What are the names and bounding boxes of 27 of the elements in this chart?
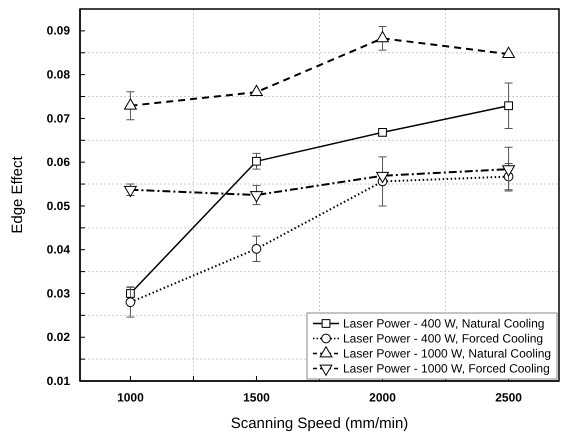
x-tick-label: 1500 <box>243 390 270 405</box>
y-tick-label: 0.03 <box>46 286 70 300</box>
x-tick-label: 1000 <box>117 390 144 405</box>
legend-label: Laser Power - 400 W, Natural Cooling <box>343 316 544 330</box>
y-tick-label: 0.02 <box>46 330 70 344</box>
y-tick-label: 0.09 <box>46 24 70 38</box>
point <box>250 84 263 96</box>
point <box>124 98 137 110</box>
x-tick-label: 2500 <box>495 390 522 405</box>
y-tick-label: 0.08 <box>46 67 70 82</box>
y-tick-label: 0.07 <box>46 111 70 126</box>
legend-label: Laser Power - 1000 W, Forced Cooling <box>343 362 550 376</box>
y-tick-label: 0.06 <box>46 155 70 170</box>
point <box>252 156 261 166</box>
y-tick-label: 0.01 <box>46 374 70 388</box>
point <box>504 101 513 110</box>
y-tick-label: 0.05 <box>46 198 70 213</box>
point <box>376 31 389 42</box>
legend-label: Laser Power - 400 W, Forced Cooling <box>343 332 544 346</box>
point <box>126 297 136 308</box>
x-axis-title: Scanning Speed (mm/min) <box>230 415 408 432</box>
point <box>252 244 262 254</box>
legend-label: Laser Power - 1000 W, Natural Cooling <box>343 346 552 360</box>
y-axis-title: Edge Effect <box>9 156 26 234</box>
point <box>502 46 515 58</box>
y-tick-label: 0.04 <box>46 242 70 257</box>
x-tick-label: 2000 <box>369 390 396 405</box>
